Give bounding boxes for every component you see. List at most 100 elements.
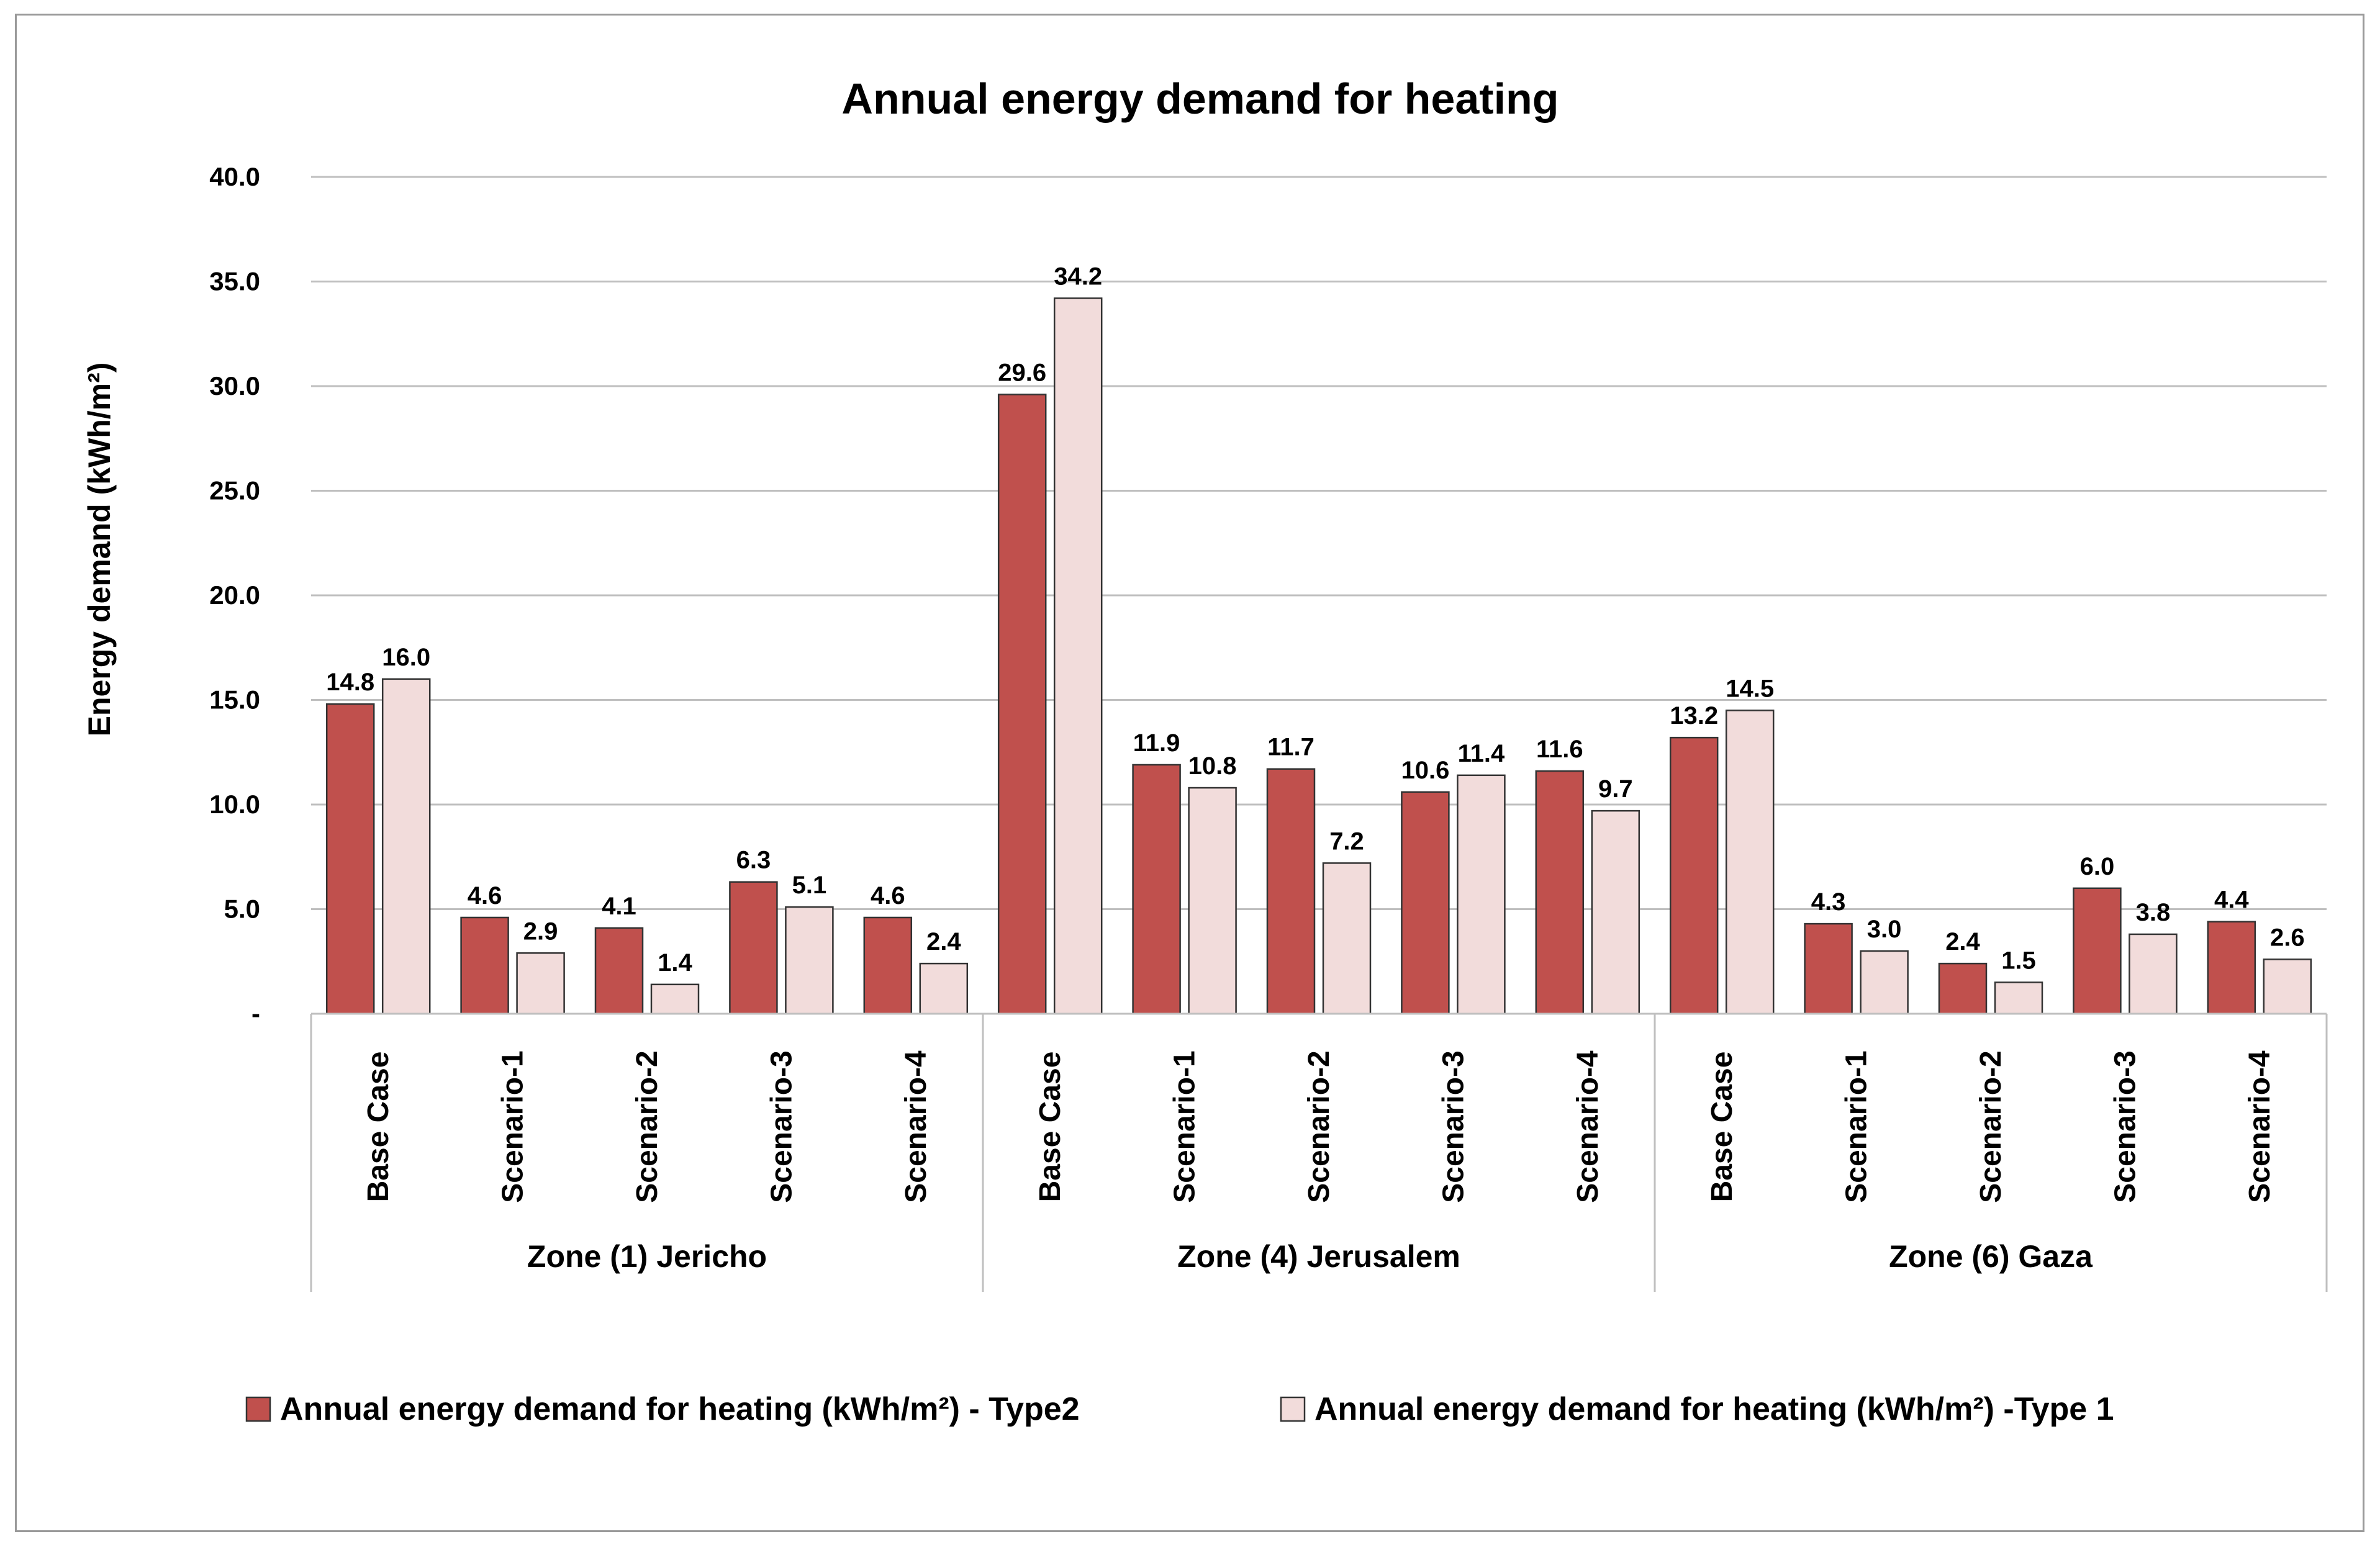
bar (1535, 770, 1585, 1015)
bar (1938, 962, 1988, 1015)
x-tick-label: Scenario-4 (1572, 1050, 1604, 1203)
bar (2129, 933, 2178, 1015)
x-tick-label: Base Case (1034, 1052, 1067, 1202)
y-tick-label: 10.0 (209, 790, 260, 819)
bar (1132, 764, 1181, 1015)
bar (919, 962, 969, 1015)
data-label: 1.5 (2001, 947, 2036, 974)
data-label: 7.2 (1329, 828, 1364, 855)
data-label: 2.4 (926, 928, 961, 955)
bars (325, 297, 2312, 1015)
data-label: 4.6 (468, 882, 502, 909)
y-tick-label: 5.0 (224, 895, 260, 924)
y-tick-label: 35.0 (209, 267, 260, 296)
data-label: 13.2 (1670, 702, 1718, 729)
data-label: 3.0 (1867, 916, 1902, 943)
group-label: Zone (1) Jericho (527, 1239, 767, 1274)
x-tick-label: Scenario-2 (1975, 1050, 2007, 1202)
bar (2207, 921, 2256, 1015)
bar (1266, 768, 1316, 1015)
bar (2073, 887, 2122, 1015)
y-tick-label: 40.0 (209, 162, 260, 191)
legend-label: Annual energy demand for heating (kWh/m²… (280, 1391, 1080, 1427)
chart-frame: Annual energy demand for heating Energy … (15, 14, 2364, 1532)
bar (650, 983, 700, 1015)
legend: Annual energy demand for heating (kWh/m²… (245, 1391, 2114, 1427)
data-label: 10.6 (1401, 757, 1449, 784)
data-label: 11.7 (1267, 734, 1314, 761)
y-tick-label: - (251, 999, 260, 1028)
bar (1591, 810, 1640, 1015)
data-label: 2.4 (1945, 928, 1980, 955)
data-label: 16.0 (382, 644, 430, 671)
bar (1725, 710, 1775, 1015)
data-label: 14.8 (326, 669, 374, 696)
x-tick-label: Scenario-2 (631, 1050, 664, 1202)
x-tick-label: Scenario-1 (1840, 1050, 1873, 1202)
bar (997, 394, 1047, 1015)
bar (594, 927, 644, 1015)
bar (1994, 981, 2043, 1015)
data-label: 4.6 (871, 882, 905, 909)
bar (1188, 787, 1237, 1015)
data-label: 6.0 (2080, 853, 2115, 880)
x-tick-label: Scenario-1 (1169, 1050, 1201, 1202)
bar (729, 881, 778, 1015)
x-tick-label: Scenario-4 (2243, 1050, 2276, 1203)
bar (1669, 736, 1719, 1015)
data-label: 14.5 (1726, 675, 1774, 702)
gridlines: - 5.0 10.0 15.0 20.0 25.0 30.0 35.0 40.0 (209, 162, 2327, 1028)
bar (863, 916, 913, 1015)
data-label: 5.1 (792, 872, 827, 899)
data-label: 29.6 (998, 359, 1046, 386)
x-axis: Base Case Scenario-1 Scenario-2 Scenario-3 S… (310, 1013, 2328, 1292)
data-label: 2.9 (523, 918, 558, 945)
y-tick-label: 20.0 (209, 580, 260, 610)
bar (1804, 922, 1853, 1015)
bar (1860, 950, 1909, 1015)
y-tick-label: 15.0 (209, 685, 260, 715)
y-tick-label: 25.0 (209, 476, 260, 505)
bar (516, 952, 565, 1015)
bar-chart: Annual energy demand for heating Energy … (82, 74, 2328, 1427)
x-tick-label: Scenario-4 (900, 1050, 933, 1203)
data-label: 11.9 (1133, 729, 1180, 757)
x-tick-label: Base Case (362, 1052, 395, 1202)
data-label: 4.3 (1811, 888, 1846, 916)
group-label: Zone (6) Gaza (1889, 1239, 2093, 1274)
data-label: 1.4 (658, 949, 692, 976)
data-labels: 14.8 16.0 4.6 2.9 4.1 1.4 6.3 5.1 4.6 2.4 29.6 34.2… (326, 263, 2304, 976)
y-tick-label: 30.0 (209, 371, 260, 400)
x-tick-label: Scenario-3 (1437, 1050, 1470, 1202)
data-label: 10.8 (1188, 752, 1237, 780)
legend-label: Annual energy demand for heating (kWh/m²… (1314, 1391, 2114, 1427)
data-label: 4.4 (2214, 886, 2249, 914)
x-tick-label: Scenario-2 (1303, 1050, 1336, 1202)
data-label: 9.7 (1598, 775, 1633, 803)
legend-swatch (245, 1396, 271, 1422)
chart-title: Annual energy demand for heating (841, 74, 1559, 123)
bar (460, 916, 509, 1015)
group-label: Zone (4) Jerusalem (1177, 1239, 1460, 1274)
bar (1322, 862, 1372, 1015)
bar (325, 703, 375, 1015)
data-label: 4.1 (602, 893, 636, 920)
x-tick-label: Scenario-3 (765, 1050, 798, 1202)
bar (785, 906, 834, 1015)
data-label: 34.2 (1054, 263, 1102, 290)
bar (1053, 297, 1103, 1015)
y-axis-title: Energy demand (kWh/m²) (82, 363, 117, 737)
data-label: 2.6 (2270, 924, 2305, 951)
bar (381, 678, 431, 1015)
x-tick-label: Scenario-1 (497, 1050, 530, 1202)
data-label: 6.3 (736, 847, 771, 874)
bar (1457, 774, 1506, 1015)
data-label: 3.8 (2136, 899, 2171, 926)
legend-swatch (1280, 1396, 1306, 1422)
bar (2263, 958, 2312, 1015)
x-tick-label: Base Case (1706, 1052, 1739, 1202)
x-tick-label: Scenario-3 (2109, 1050, 2142, 1202)
bar (1401, 791, 1450, 1015)
data-label: 11.6 (1536, 736, 1583, 763)
data-label: 11.4 (1458, 740, 1505, 767)
